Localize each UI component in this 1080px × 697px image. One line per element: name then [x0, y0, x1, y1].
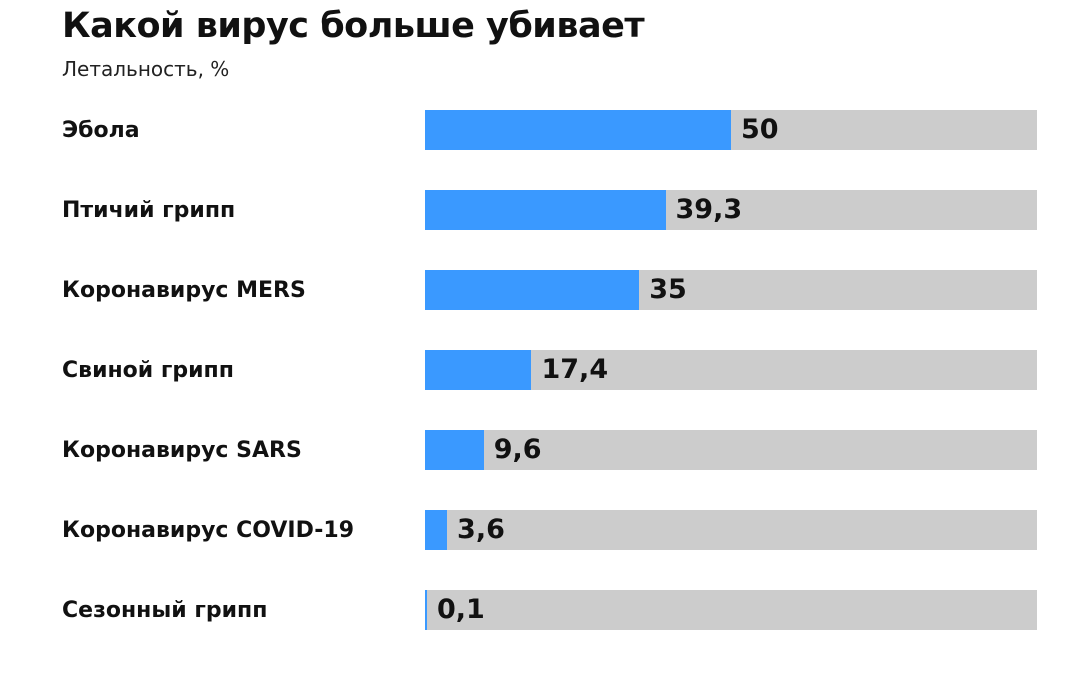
chart-title: Какой вирус больше убивает	[62, 6, 645, 46]
bar	[425, 110, 731, 150]
value-label: 3,6	[457, 514, 505, 545]
category-label: Коронавирус MERS	[62, 278, 306, 303]
category-label: Эбола	[62, 118, 140, 143]
bar	[425, 190, 666, 230]
bar-row: Коронавирус COVID-19 3,6	[0, 510, 1080, 550]
value-label: 17,4	[541, 354, 609, 385]
value-label: 9,6	[493, 434, 542, 465]
category-label: Птичий грипп	[62, 198, 236, 223]
value-label: 39,3	[675, 194, 743, 225]
category-label: Сезонный грипп	[62, 598, 268, 623]
category-label: Свиной грипп	[62, 358, 234, 383]
bar-row: Эбола 50	[0, 110, 1080, 150]
bar-track: 0,1	[425, 590, 1037, 630]
bar	[425, 430, 484, 470]
bar-track: 9,6	[425, 430, 1037, 470]
bar	[425, 270, 640, 310]
category-label: Коронавирус COVID-19	[62, 518, 355, 543]
bar-row: Коронавирус MERS 35	[0, 270, 1080, 310]
bar-row: Сезонный грипп 0,1	[0, 590, 1080, 630]
value-label: 35	[649, 274, 687, 305]
bar-track: 39,3	[425, 190, 1037, 230]
bar	[425, 590, 427, 630]
bar-track: 50	[425, 110, 1037, 150]
value-label: 50	[741, 114, 779, 145]
chart-subtitle: Летальность, %	[62, 57, 230, 81]
bar	[425, 510, 448, 550]
bar-row: Птичий грипп 39,3	[0, 190, 1080, 230]
bar-track: 3,6	[425, 510, 1037, 550]
bar-track: 35	[425, 270, 1037, 310]
bar-track: 17,4	[425, 350, 1037, 390]
bar-row: Свиной грипп 17,4	[0, 350, 1080, 390]
bar	[425, 350, 532, 390]
value-label: 0,1	[437, 594, 485, 625]
category-label: Коронавирус SARS	[62, 438, 302, 463]
bar-row: Коронавирус SARS 9,6	[0, 430, 1080, 470]
